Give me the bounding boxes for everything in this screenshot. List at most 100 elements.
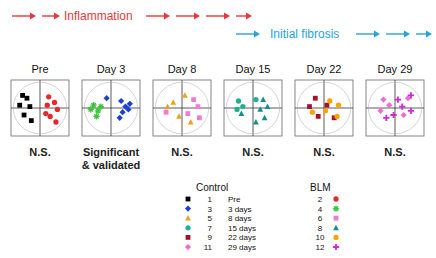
confidence-ellipse bbox=[84, 82, 137, 134]
legend-number: 12 bbox=[316, 243, 325, 252]
arrow-head bbox=[374, 31, 380, 38]
panel-title: Day 8 bbox=[168, 63, 197, 75]
legend-marker bbox=[185, 205, 191, 211]
arrow-line bbox=[356, 33, 376, 34]
point bbox=[336, 103, 341, 108]
panel-title: Day 15 bbox=[236, 63, 271, 75]
point bbox=[234, 107, 239, 112]
arrow-head bbox=[224, 13, 230, 20]
point bbox=[399, 103, 405, 109]
legend-marker bbox=[185, 244, 191, 250]
point bbox=[377, 108, 383, 114]
point bbox=[386, 102, 392, 108]
panel: Day 15N.S. bbox=[224, 63, 282, 158]
legend-number: 4 bbox=[318, 205, 323, 214]
legend-label: 3 days bbox=[228, 205, 252, 214]
point bbox=[55, 107, 60, 112]
arrow-head bbox=[30, 13, 36, 20]
point bbox=[176, 113, 182, 119]
point bbox=[401, 112, 407, 118]
point bbox=[257, 106, 263, 112]
plot-frame bbox=[11, 80, 69, 136]
legend-label: 15 days bbox=[228, 224, 256, 233]
point bbox=[197, 115, 202, 120]
legend-marker bbox=[334, 216, 339, 221]
point bbox=[316, 114, 321, 119]
legend: ControlBLM1Pre233 days458 days6715 days8… bbox=[185, 182, 339, 252]
panel: Pre N.S. bbox=[11, 63, 69, 158]
point bbox=[327, 98, 332, 103]
point bbox=[185, 111, 190, 116]
legend-marker bbox=[333, 244, 339, 250]
legend-marker bbox=[185, 225, 190, 230]
arrow-head bbox=[54, 13, 60, 20]
arrow-head bbox=[194, 13, 200, 20]
legend-number: 9 bbox=[208, 233, 213, 242]
legend-number: 7 bbox=[208, 224, 213, 233]
point bbox=[196, 104, 201, 109]
panel: Day 22N.S. bbox=[295, 63, 353, 158]
point bbox=[98, 103, 104, 109]
arrow-line bbox=[236, 33, 256, 34]
panel: Day 8N.S. bbox=[153, 63, 211, 158]
phase-label: Initial fibrosis bbox=[270, 27, 339, 41]
point bbox=[191, 97, 196, 102]
legend-number: 1 bbox=[208, 195, 213, 204]
point bbox=[260, 96, 266, 102]
point bbox=[323, 108, 328, 113]
annotation: & validated bbox=[82, 159, 141, 171]
point bbox=[43, 111, 48, 116]
point bbox=[27, 104, 32, 109]
legend-number: 6 bbox=[318, 214, 323, 223]
arrow-line bbox=[12, 15, 32, 16]
arrow-head bbox=[164, 13, 170, 20]
point bbox=[182, 92, 188, 98]
legend-number: 8 bbox=[318, 224, 323, 233]
confidence-ellipse bbox=[226, 82, 279, 134]
panel-title: Day 3 bbox=[97, 63, 126, 75]
point bbox=[262, 115, 268, 121]
arrow-head bbox=[254, 31, 260, 38]
marks bbox=[88, 95, 133, 121]
point bbox=[395, 96, 401, 102]
legend-label: 22 days bbox=[228, 233, 256, 242]
point bbox=[17, 103, 22, 108]
legend-number: 2 bbox=[318, 195, 323, 204]
annotation: N.S. bbox=[384, 146, 405, 158]
point bbox=[117, 115, 123, 121]
grid-line bbox=[153, 108, 211, 109]
legend-label: 8 days bbox=[228, 214, 252, 223]
annotation: N.S. bbox=[29, 146, 50, 158]
point bbox=[383, 115, 389, 121]
point bbox=[93, 113, 99, 119]
arrow-line bbox=[42, 15, 56, 16]
legend-label: 29 days bbox=[228, 243, 256, 252]
point bbox=[165, 103, 171, 109]
point bbox=[88, 106, 94, 112]
panel-title: Day 22 bbox=[307, 63, 342, 75]
legend-number: 5 bbox=[208, 214, 213, 223]
point bbox=[20, 93, 25, 98]
point bbox=[253, 119, 259, 125]
legend-header: BLM bbox=[310, 182, 331, 193]
legend-marker bbox=[333, 235, 338, 240]
arrow-line bbox=[146, 15, 166, 16]
point bbox=[127, 101, 133, 107]
legend-marker bbox=[333, 205, 339, 211]
arrow-line bbox=[386, 33, 406, 34]
legend-number: 10 bbox=[316, 233, 325, 242]
point bbox=[104, 95, 110, 101]
point bbox=[408, 108, 414, 114]
confidence-ellipse bbox=[297, 82, 350, 134]
point bbox=[240, 104, 245, 109]
point bbox=[119, 109, 125, 115]
legend-marker bbox=[333, 196, 338, 201]
phases: InflammationInitial fibrosis bbox=[12, 9, 432, 41]
point bbox=[390, 112, 396, 118]
point bbox=[164, 110, 169, 115]
panel-title: Pre bbox=[31, 63, 48, 75]
marks bbox=[307, 96, 341, 120]
legend-marker bbox=[186, 235, 191, 240]
point bbox=[118, 98, 124, 104]
arrow-head bbox=[246, 13, 252, 20]
